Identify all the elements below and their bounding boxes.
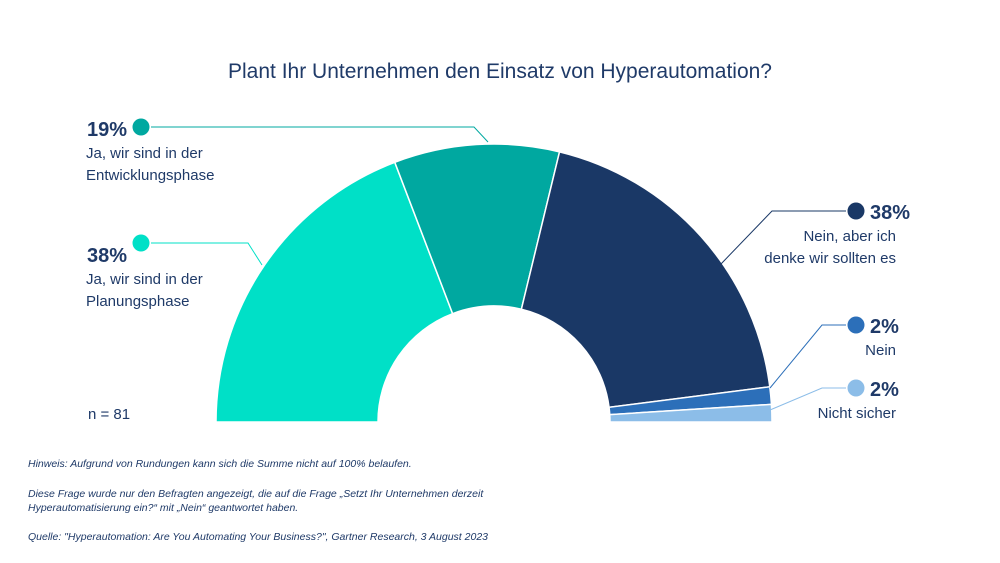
slice-percent-nein-aber: 38% <box>870 202 910 224</box>
slice-label-nein-line1: Nein <box>865 342 896 359</box>
leader-line-nicht-sicher <box>769 387 846 411</box>
leader-line-planungsphase <box>151 242 263 266</box>
slice-label-nein-aber-line1: Nein, aber ich <box>803 228 896 245</box>
slice-planungsphase <box>215 161 454 423</box>
footnote-hinweis-text: Hinweis: Aufgrund von Rundungen kann sic… <box>28 458 412 470</box>
slice-label-nicht-sicher-line1: Nicht sicher <box>818 405 896 422</box>
slice-label-entwicklungsphase-line2: Entwicklungsphase <box>86 167 214 184</box>
legend-dot-nicht-sicher <box>847 379 865 397</box>
legend-dot-entwicklungsphase <box>132 118 150 136</box>
slice-nein-aber <box>520 150 771 409</box>
footnote-frage-line2: Hyperautomatisierung ein?“ mit „Nein“ ge… <box>28 502 299 514</box>
slice-percent-planungsphase: 38% <box>87 245 127 267</box>
footnote-frage: Diese Frage wurde nur den Befragten ange… <box>28 487 483 515</box>
footnote-hinweis: Hinweis: Aufgrund von Rundungen kann sic… <box>28 457 412 471</box>
slice-label-entwicklungsphase-line1: Ja, wir sind in der <box>86 145 203 162</box>
slice-percent-nein: 2% <box>870 316 899 338</box>
slice-label-planungsphase-line2: Planungsphase <box>86 293 189 310</box>
leader-line-nein <box>769 324 846 389</box>
legend-dot-planungsphase <box>132 234 150 252</box>
slice-percent-nicht-sicher: 2% <box>870 379 899 401</box>
slice-label-nein-aber-line2: denke wir sollten es <box>764 250 896 267</box>
slice-entwicklungsphase <box>393 143 561 315</box>
legend-dot-nein <box>847 316 865 334</box>
footnote-quelle: Quelle: "Hyperautomation: Are You Automa… <box>28 530 488 544</box>
leader-line-nein-aber <box>719 210 846 266</box>
slice-label-planungsphase-line1: Ja, wir sind in der <box>86 271 203 288</box>
leader-line-entwicklungsphase <box>151 126 489 143</box>
footnote-quelle-text: Quelle: "Hyperautomation: Are You Automa… <box>28 531 489 543</box>
sample-size-label: n = 81 <box>88 406 130 423</box>
legend-dot-nein-aber <box>847 202 865 220</box>
slice-nicht-sicher <box>608 403 773 423</box>
footnote-frage-line1: Diese Frage wurde nur den Befragten ange… <box>28 488 484 500</box>
slice-percent-entwicklungsphase: 19% <box>87 119 127 141</box>
chart-title: Plant Ihr Unternehmen den Einsatz von Hy… <box>228 60 772 83</box>
